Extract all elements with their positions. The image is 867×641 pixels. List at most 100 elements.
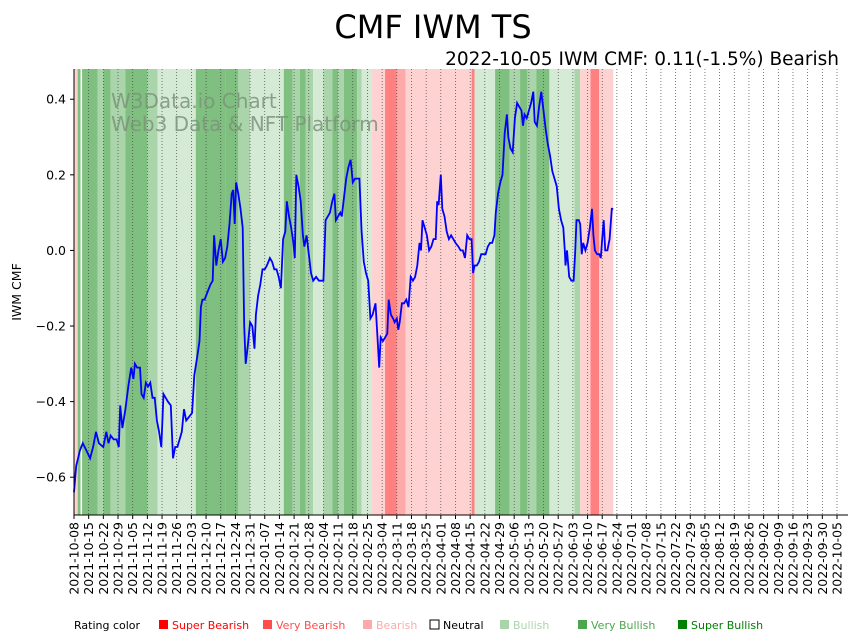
x-tick-label-43: 2022-08-05 (697, 522, 712, 595)
x-tick-label-29: 2022-04-29 (492, 522, 507, 595)
rating-band-41 (565, 69, 575, 515)
rating-band-26 (361, 69, 372, 515)
rating-band-11 (195, 69, 226, 515)
x-tick-label-36: 2022-06-17 (595, 522, 610, 595)
chart-subtitle: 2022-10-05 IWM CMF: 0.11(-1.5%) Bearish (445, 49, 839, 70)
x-tick-label-28: 2022-04-22 (477, 522, 492, 595)
rating-band-31 (455, 69, 472, 515)
axes (73, 69, 848, 516)
x-tick-label-35: 2022-06-10 (580, 522, 595, 595)
rating-band-3 (82, 69, 98, 515)
legend-label-0: Super Bearish (172, 619, 249, 632)
rating-band-30 (405, 69, 456, 515)
rating-band-42 (574, 69, 581, 515)
y-tick-label-5: 0.4 (46, 92, 66, 107)
chart-title: CMF IWM TS (334, 8, 531, 46)
rating-band-18 (299, 69, 306, 515)
x-tick-label-1: 2021-10-15 (81, 522, 96, 595)
x-tick-label-22: 2022-03-11 (389, 522, 404, 595)
rating-band-22 (332, 69, 339, 515)
x-tick-label-2: 2021-10-22 (96, 522, 111, 595)
rating-band-10 (184, 69, 196, 515)
rating-band-21 (323, 69, 333, 515)
x-tick-label-15: 2022-01-21 (287, 522, 302, 595)
x-tick-label-4: 2021-11-05 (125, 522, 140, 595)
y-tick-label-2: −0.2 (36, 319, 66, 334)
x-tick-label-34: 2022-06-03 (565, 522, 580, 595)
series-line-cmf (73, 91, 614, 493)
legend: Rating color Super Bearish Very Bearish Bea… (74, 619, 763, 632)
rating-band-8 (147, 69, 158, 515)
x-tick-label-39: 2022-07-08 (639, 522, 654, 595)
rating-band-0 (74, 69, 78, 515)
y-axis-ticks: −0.6 −0.4 −0.2 0.0 0.2 0.4 (36, 92, 74, 485)
x-tick-label-37: 2022-06-24 (609, 522, 624, 595)
rating-band-17 (292, 69, 300, 515)
x-tick-label-27: 2022-04-15 (463, 522, 478, 595)
x-tick-label-11: 2021-12-24 (228, 522, 243, 595)
y-tick-label-0: −0.6 (36, 470, 66, 485)
rating-band-33 (474, 69, 488, 515)
rating-band-16 (283, 69, 293, 515)
x-tick-label-38: 2022-07-01 (624, 522, 639, 595)
x-tick-label-30: 2022-05-06 (507, 522, 522, 595)
x-tick-label-32: 2022-05-20 (536, 522, 551, 595)
rating-band-45 (599, 69, 614, 515)
x-tick-label-10: 2021-12-17 (213, 522, 228, 595)
legend-label-6: Super Bullish (691, 619, 763, 632)
rating-band-19 (305, 69, 314, 515)
y-tick-label-4: 0.2 (46, 167, 66, 182)
rating-band-37 (520, 69, 528, 515)
rating-band-35 (495, 69, 510, 515)
x-tick-label-13: 2022-01-07 (257, 522, 272, 595)
x-tick-label-17: 2022-02-04 (316, 522, 331, 595)
rating-bands (74, 69, 614, 515)
x-tick-label-14: 2022-01-14 (272, 522, 287, 595)
x-tick-label-23: 2022-03-18 (404, 522, 419, 595)
x-tick-label-47: 2022-09-02 (756, 522, 771, 595)
x-tick-label-45: 2022-08-19 (727, 522, 742, 595)
legend-swatch-4 (500, 620, 509, 629)
y-axis-label: IWM CMF (9, 263, 24, 321)
x-tick-label-44: 2022-08-12 (712, 522, 727, 595)
legend-swatch-2 (363, 620, 372, 629)
rating-band-43 (580, 69, 591, 515)
x-tick-label-20: 2022-02-25 (360, 522, 375, 595)
rating-band-29 (396, 69, 406, 515)
x-tick-label-52: 2022-10-05 (830, 522, 845, 595)
rating-band-28 (385, 69, 397, 515)
rating-band-23 (338, 69, 344, 515)
legend-label-4: Bullish (513, 619, 549, 632)
rating-band-7 (125, 69, 148, 515)
x-tick-label-5: 2021-11-12 (140, 522, 155, 595)
x-tick-label-6: 2021-11-19 (155, 522, 170, 595)
legend-swatch-0 (159, 620, 168, 629)
legend-swatch-5 (578, 620, 587, 629)
x-tick-label-25: 2022-04-01 (433, 522, 448, 595)
watermark-line-1: W3Data.io Chart (111, 89, 277, 113)
vertical-grid (73, 69, 838, 515)
rating-band-25 (357, 69, 362, 515)
x-tick-label-12: 2021-12-31 (243, 522, 258, 595)
x-tick-label-50: 2022-09-23 (800, 522, 815, 595)
x-tick-label-21: 2022-03-04 (375, 522, 390, 595)
rating-band-12 (225, 69, 239, 515)
x-tick-label-26: 2022-04-08 (448, 522, 463, 595)
x-tick-label-9: 2021-12-10 (199, 522, 214, 595)
legend-swatch-3 (429, 619, 440, 630)
rating-band-34 (487, 69, 496, 515)
rating-band-1 (77, 69, 81, 515)
x-tick-label-18: 2022-02-11 (331, 522, 346, 595)
rating-band-27 (371, 69, 386, 515)
x-tick-label-3: 2021-10-29 (111, 522, 126, 595)
x-tick-label-31: 2022-05-13 (521, 522, 536, 595)
x-tick-label-48: 2022-09-09 (771, 522, 786, 595)
x-tick-label-8: 2021-12-03 (184, 522, 199, 595)
legend-title: Rating color (74, 619, 141, 632)
rating-band-5 (103, 69, 111, 515)
x-tick-label-7: 2021-11-26 (169, 522, 184, 595)
x-tick-label-33: 2022-05-27 (551, 522, 566, 595)
y-tick-label-3: 0.0 (46, 243, 66, 258)
legend-label-5: Very Bullish (591, 619, 655, 632)
